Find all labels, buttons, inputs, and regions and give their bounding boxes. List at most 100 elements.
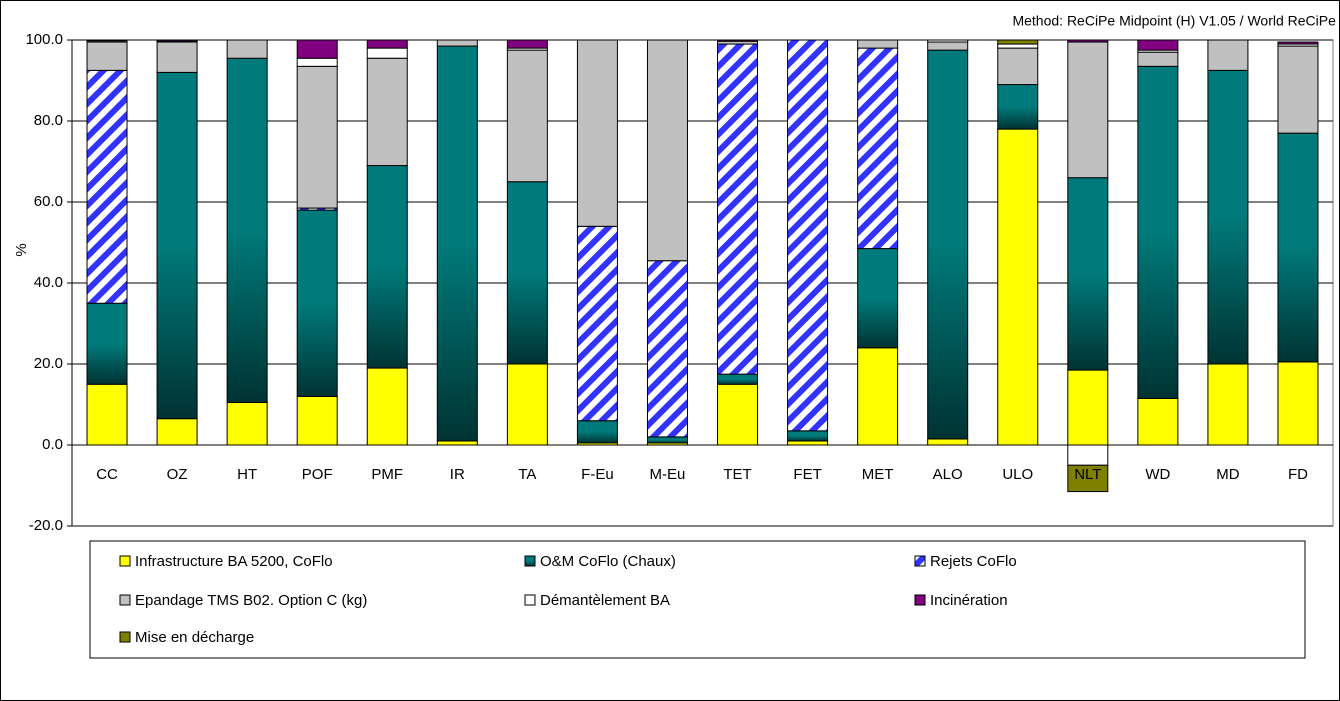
x-tick-label: CC [96, 466, 118, 483]
x-tick-label: MET [862, 466, 894, 483]
legend-label: Infrastructure BA 5200, CoFlo [135, 553, 333, 570]
x-tick-label: ALO [933, 466, 963, 483]
bar-segment [1277, 41, 1319, 45]
legend-swatch [119, 594, 131, 606]
y-tick-label: 20.0 [34, 355, 63, 372]
bar-segment [226, 39, 268, 59]
bar-segment [576, 39, 618, 227]
bar-segment [366, 39, 408, 49]
bar-segment [296, 57, 338, 67]
bar-segment [717, 43, 759, 375]
x-tick-label: TA [518, 466, 536, 483]
legend-swatch [119, 631, 131, 643]
bar-segment [86, 69, 128, 304]
legend-label: Mise en décharge [135, 629, 254, 646]
bar-segment [506, 39, 548, 49]
bar-segment [1137, 397, 1179, 446]
y-axis-label: % [13, 243, 30, 256]
bar-segment [506, 181, 548, 365]
x-tick-label: OZ [167, 466, 188, 483]
bar-segment [366, 57, 408, 167]
x-tick-label: FET [793, 466, 821, 483]
bar-segment [787, 440, 829, 446]
bar-segment [997, 47, 1039, 86]
y-tick-label: 100.0 [25, 31, 63, 48]
bar-segment [1277, 45, 1319, 134]
legend-swatch [914, 555, 926, 567]
legend-label: Démantèlement BA [540, 592, 670, 609]
bar-segment [86, 383, 128, 446]
bar-segment [86, 41, 128, 71]
legend-swatch [524, 555, 536, 567]
bar-segment [156, 418, 198, 446]
bar-segment [927, 49, 969, 440]
x-tick-label: FD [1288, 466, 1308, 483]
bar-segment [1207, 69, 1249, 365]
bar-segment [366, 47, 408, 59]
bar-segment [646, 260, 688, 438]
bar-segment [857, 347, 899, 446]
x-tick-label: M-Eu [650, 466, 686, 483]
bar-segment [366, 165, 408, 369]
bar-segment [717, 383, 759, 446]
bar-segment [506, 363, 548, 446]
bar-segment [1067, 39, 1109, 43]
y-tick-label: 80.0 [34, 112, 63, 129]
bar-segment [857, 47, 899, 250]
x-tick-label: TET [723, 466, 751, 483]
bar-segment [436, 45, 478, 442]
bar-segment [927, 41, 969, 51]
bar-segment [296, 65, 338, 209]
legend-swatch [914, 594, 926, 606]
bar-segment [997, 43, 1039, 49]
bar-segment [927, 39, 969, 43]
legend-label: Epandage TMS B02. Option C (kg) [135, 592, 367, 609]
bar-segment [156, 41, 198, 73]
bar-segment [997, 84, 1039, 130]
x-tick-label: IR [450, 466, 465, 483]
bar-segment [86, 302, 128, 385]
bar-segment [997, 128, 1039, 446]
bar-segment [1067, 444, 1109, 466]
bar-segment [226, 401, 268, 446]
bar-segment [1277, 132, 1319, 363]
bar-segment [296, 395, 338, 446]
bar-segment [156, 71, 198, 420]
bar-segment [436, 440, 478, 446]
x-tick-label: HT [237, 466, 257, 483]
bar-segment [717, 39, 759, 42]
bar-segment [1207, 39, 1249, 71]
x-tick-label: PMF [371, 466, 403, 483]
x-tick-label: ULO [1002, 466, 1033, 483]
bar-segment [1137, 39, 1179, 51]
bar-segment [366, 367, 408, 446]
bar-segment [226, 57, 268, 403]
annotation: Method: ReCiPe Midpoint (H) V1.05 / Worl… [1012, 13, 1340, 29]
legend-label: Incinération [930, 592, 1008, 609]
bar-segment [857, 39, 899, 49]
bar-segment [296, 209, 338, 397]
legend-swatch [119, 555, 131, 567]
x-tick-label: POF [302, 466, 333, 483]
bar-segment [1137, 51, 1179, 67]
legend-swatch [524, 594, 536, 606]
bar-segment [296, 39, 338, 59]
bar-segment [857, 248, 899, 349]
bar-segment [576, 225, 618, 422]
bar-segment [1067, 464, 1109, 493]
y-tick-label: 60.0 [34, 193, 63, 210]
x-tick-label: NLT [1074, 466, 1101, 483]
bar-segment [86, 39, 128, 42]
bar-segment [997, 39, 1039, 45]
bar-segment [1067, 369, 1109, 446]
legend-label: Rejets CoFlo [930, 553, 1017, 570]
bar-segment [1067, 41, 1109, 179]
y-tick-label: 0.0 [42, 436, 63, 453]
legend [89, 540, 1306, 659]
bar-segment [1137, 65, 1179, 399]
bar-segment [506, 49, 548, 183]
legend-label: O&M CoFlo (Chaux) [540, 553, 676, 570]
bar-segment [436, 39, 478, 47]
bar-segment [646, 436, 688, 444]
